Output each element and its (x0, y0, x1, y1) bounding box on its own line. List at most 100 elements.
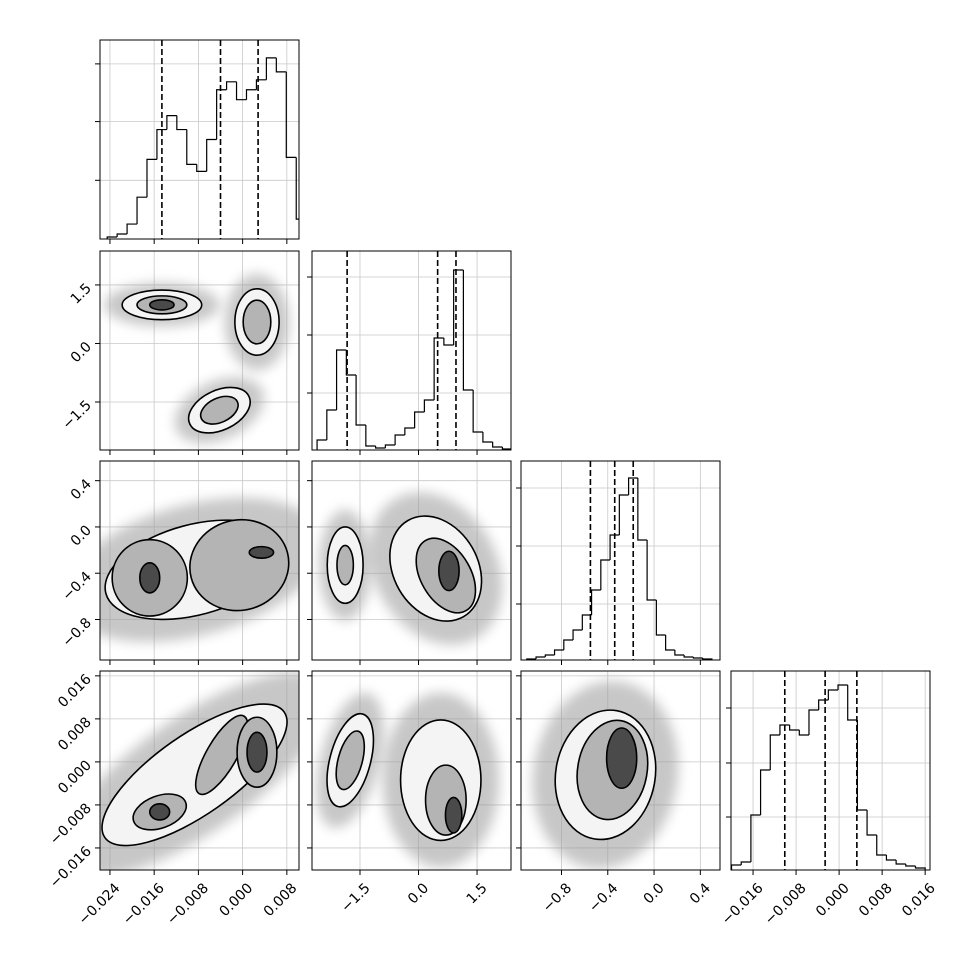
density (100, 672, 299, 870)
histogram-step (482, 432, 493, 443)
histogram-step (265, 57, 277, 80)
histogram-step (683, 655, 694, 658)
histogram-step (798, 730, 809, 736)
contour (148, 298, 175, 311)
contour (199, 395, 239, 425)
histogram-step (905, 864, 916, 867)
histogram-step (731, 864, 742, 870)
y-tick-label: −0.016 (47, 843, 95, 891)
histogram-step (453, 269, 464, 345)
histogram-step (196, 164, 207, 172)
frame (520, 670, 721, 871)
histogram-step (225, 81, 237, 90)
frame (730, 670, 931, 871)
histogram-step (433, 337, 444, 400)
density (316, 692, 500, 868)
histogram-step (818, 699, 829, 710)
x-tick-label: 0.4 (687, 880, 714, 907)
x-tick-label: 0.000 (217, 880, 257, 920)
histogram-step (674, 650, 685, 656)
histogram-step (769, 734, 780, 770)
panel: −0.016−0.008 0.000 0.008 0.016 (719, 670, 939, 928)
histogram-step (235, 81, 247, 101)
panel: −0.8 −0.4 0.0 0.4 (59, 460, 300, 665)
x-tick-label: −0.008 (164, 880, 212, 928)
histogram-step (535, 656, 546, 659)
y-tick-label: −0.4 (59, 569, 94, 604)
histogram-step (136, 196, 147, 225)
histogram-step (876, 835, 887, 856)
histogram-step (423, 399, 435, 412)
histogram-step (895, 860, 906, 865)
y-tick-label: −0.008 (47, 800, 95, 848)
panel (307, 250, 512, 455)
histogram-step (563, 639, 574, 650)
histogram-step (166, 115, 177, 130)
x-tick-label: 0.008 (261, 880, 301, 920)
histogram (316, 251, 511, 450)
histogram-step (355, 375, 366, 426)
contour (194, 714, 249, 796)
x-tick-label: 0.016 (899, 880, 939, 920)
frame (311, 460, 512, 661)
histogram-step (618, 494, 629, 535)
histogram-step (126, 223, 138, 235)
histogram-step (186, 129, 197, 165)
histogram-step (492, 442, 503, 448)
histogram-step (553, 649, 564, 655)
histogram-step (404, 427, 415, 435)
panel: −0.8 −0.4 0.0 0.4 (516, 670, 721, 916)
frame (520, 460, 721, 661)
histogram-step (275, 57, 287, 73)
histogram-step (789, 725, 800, 731)
histogram-step (176, 115, 187, 131)
y-tick-label: 0.4 (68, 476, 95, 503)
panel: −1.5 0.0 1.5 (307, 670, 512, 916)
histogram-step (609, 534, 620, 560)
histogram-step (692, 657, 703, 659)
histogram-step (885, 855, 897, 861)
density (319, 492, 503, 645)
histogram-step (335, 349, 347, 410)
panel: −1.5 0.0 1.5 (59, 250, 300, 455)
histogram-step (750, 814, 761, 862)
panel (95, 39, 300, 244)
histogram-step (326, 409, 337, 440)
density (100, 497, 299, 642)
histogram-step (600, 559, 611, 590)
histogram-step (216, 89, 227, 140)
histogram-step (384, 444, 396, 448)
contour (248, 545, 275, 559)
histogram-step (206, 138, 217, 172)
histogram-step (866, 810, 877, 836)
panel (516, 460, 721, 665)
histogram-step (779, 724, 790, 735)
contour (336, 544, 355, 586)
histogram-step (255, 79, 267, 90)
panel: −0.024−0.016−0.008 0.000 0.008−0.016−0.008… (47, 670, 301, 928)
density (532, 681, 679, 869)
histogram-step (345, 350, 357, 376)
histogram-step (414, 411, 425, 428)
frame (99, 39, 300, 240)
x-tick-label: −0.016 (120, 880, 168, 928)
x-tick-label: −0.008 (762, 880, 810, 928)
histogram-step (375, 446, 386, 449)
histogram-step (472, 390, 483, 433)
histogram-step (501, 447, 511, 450)
y-tick-label: 0.016 (55, 671, 95, 711)
contour (242, 299, 272, 345)
x-tick-label: −0.4 (586, 880, 621, 915)
histogram-step (590, 589, 601, 615)
y-tick-label: −0.8 (59, 615, 94, 650)
histogram-step (285, 71, 297, 159)
histogram-step (837, 684, 848, 690)
x-tick-label: −0.024 (76, 880, 124, 928)
density (104, 273, 290, 444)
histogram-step (581, 614, 592, 630)
x-tick-label: −1.5 (338, 880, 373, 915)
histogram-step (646, 540, 657, 601)
histogram-step (914, 866, 926, 870)
histogram-step (462, 270, 474, 391)
histogram (106, 40, 299, 239)
